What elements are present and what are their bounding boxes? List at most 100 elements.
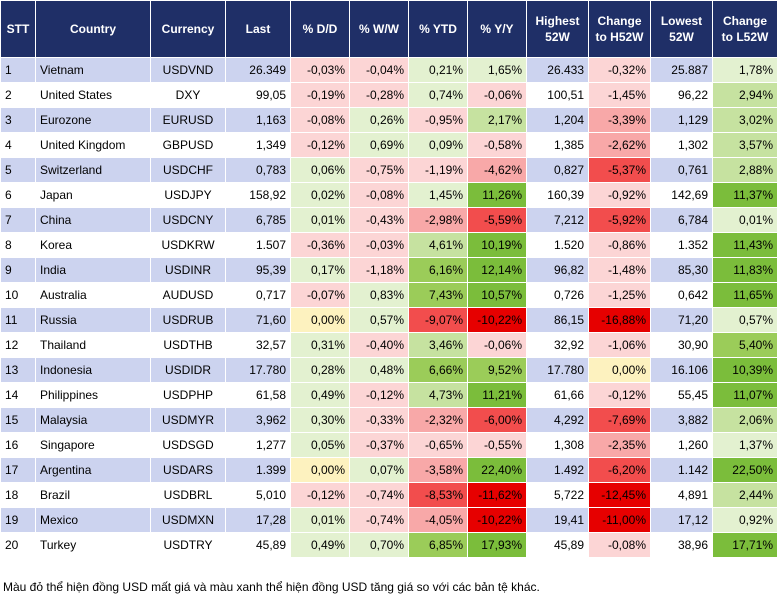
currency-cell: USDTRY [150,532,226,558]
chg-low-cell: 2,88% [712,157,777,183]
high52-cell: 1,204 [526,107,589,133]
chg-low-cell: 0,57% [712,307,777,333]
last-cell: 0,717 [225,282,291,308]
ww-cell: 0,07% [349,457,409,483]
header-stt: STT [0,0,36,58]
last-cell: 3,962 [225,407,291,433]
currency-cell: AUDUSD [150,282,226,308]
yy-cell: -5,59% [467,207,527,233]
last-cell: 0,783 [225,157,291,183]
dd-cell: 0,06% [290,157,350,183]
low52-cell: 3,882 [650,407,713,433]
chg-high-cell: -2,62% [588,132,651,158]
chg-high-cell: -12,45% [588,482,651,508]
header-low52: Lowest 52W [650,0,713,58]
dd-cell: 0,49% [290,532,350,558]
country-cell: Singapore [35,432,151,458]
country-cell: Mexico [35,507,151,533]
chg-low-cell: 3,02% [712,107,777,133]
country-cell: United Kingdom [35,132,151,158]
stt-cell: 12 [0,332,36,358]
yy-cell: -11,62% [467,482,527,508]
last-cell: 95,39 [225,257,291,283]
chg-high-cell: -5,37% [588,157,651,183]
yy-cell: -10,22% [467,307,527,333]
currency-cell: USDMXN [150,507,226,533]
yy-cell: 22,40% [467,457,527,483]
chg-high-cell: -5,92% [588,207,651,233]
low52-cell: 4,891 [650,482,713,508]
ytd-cell: 0,21% [408,57,468,83]
chg-high-cell: 0,00% [588,357,651,383]
ytd-cell: -8,53% [408,482,468,508]
high52-cell: 86,15 [526,307,589,333]
ww-cell: 0,70% [349,532,409,558]
country-cell: Australia [35,282,151,308]
country-cell: India [35,257,151,283]
last-cell: 1,349 [225,132,291,158]
table-row: 5 Switzerland USDCHF 0,783 0,06% -0,75% -1,19%… [0,157,777,183]
low52-cell: 38,96 [650,532,713,558]
country-cell: Switzerland [35,157,151,183]
last-cell: 71,60 [225,307,291,333]
chg-high-cell: -1,48% [588,257,651,283]
last-cell: 45,89 [225,532,291,558]
dd-cell: -0,03% [290,57,350,83]
stt-cell: 18 [0,482,36,508]
header-high52: Highest 52W [526,0,589,58]
ww-cell: 0,48% [349,357,409,383]
high52-cell: 4,292 [526,407,589,433]
table-row: 3 Eurozone EURUSD 1,163 -0,08% 0,26% -0,95% 2,1… [0,107,777,133]
header-yy: % Y/Y [467,0,527,58]
last-cell: 1.507 [225,232,291,258]
yy-cell: 2,17% [467,107,527,133]
stt-cell: 5 [0,157,36,183]
dd-cell: -0,07% [290,282,350,308]
country-cell: Eurozone [35,107,151,133]
chg-high-cell: -2,35% [588,432,651,458]
currency-cell: USDARS [150,457,226,483]
low52-cell: 16.106 [650,357,713,383]
header-currency: Currency [150,0,226,58]
high52-cell: 17.780 [526,357,589,383]
low52-cell: 17,12 [650,507,713,533]
chg-high-cell: -0,92% [588,182,651,208]
dd-cell: 0,02% [290,182,350,208]
yy-cell: 1,65% [467,57,527,83]
ytd-cell: 0,09% [408,132,468,158]
dd-cell: -0,36% [290,232,350,258]
ytd-cell: -3,58% [408,457,468,483]
last-cell: 1,163 [225,107,291,133]
ww-cell: -0,08% [349,182,409,208]
country-cell: Philippines [35,382,151,408]
table-row: 11 Russia USDRUB 71,60 0,00% 0,57% -9,07% -10,2… [0,307,777,333]
last-cell: 158,92 [225,182,291,208]
high52-cell: 1,308 [526,432,589,458]
ytd-cell: -0,95% [408,107,468,133]
chg-low-cell: 3,57% [712,132,777,158]
chg-low-cell: 2,94% [712,82,777,108]
chg-low-cell: 2,06% [712,407,777,433]
stt-cell: 14 [0,382,36,408]
chg-low-cell: 0,92% [712,507,777,533]
ww-cell: 0,69% [349,132,409,158]
header-chg-low: Change to L52W [712,0,777,58]
low52-cell: 142,69 [650,182,713,208]
high52-cell: 1.492 [526,457,589,483]
currency-cell: GBPUSD [150,132,226,158]
ww-cell: -0,03% [349,232,409,258]
chg-high-cell: -3,39% [588,107,651,133]
high52-cell: 26.433 [526,57,589,83]
country-cell: United States [35,82,151,108]
low52-cell: 55,45 [650,382,713,408]
high52-cell: 19,41 [526,507,589,533]
ytd-cell: 4,61% [408,232,468,258]
dd-cell: -0,08% [290,107,350,133]
currency-cell: USDSGD [150,432,226,458]
dd-cell: 0,49% [290,382,350,408]
currency-cell: USDCHF [150,157,226,183]
last-cell: 99,05 [225,82,291,108]
country-cell: Vietnam [35,57,151,83]
country-cell: Korea [35,232,151,258]
currency-cell: USDBRL [150,482,226,508]
